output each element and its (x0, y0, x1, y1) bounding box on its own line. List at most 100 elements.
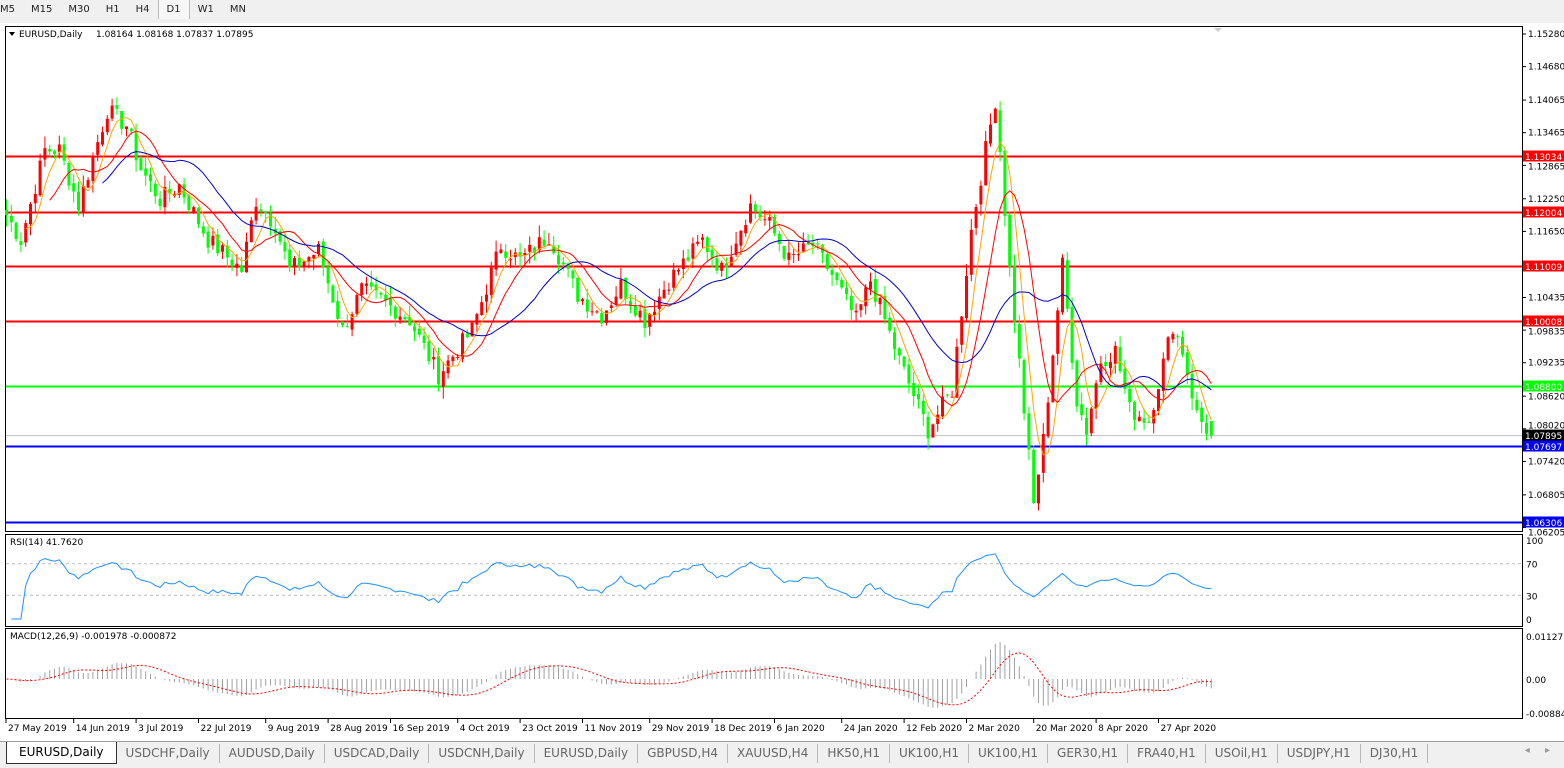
time-tick-label: 3 Jul 2019 (138, 724, 183, 734)
timeframe-mn[interactable]: MN (222, 0, 254, 19)
rsi-tick-label: 30 (1526, 592, 1538, 602)
timeframe-m5[interactable]: M5 (0, 0, 23, 19)
candle (1090, 407, 1093, 436)
rsi-tick-label: 0 (1526, 616, 1532, 626)
candle (1008, 211, 1011, 276)
time-tick-label: 29 Nov 2019 (652, 724, 710, 734)
price-tick-label: 1.13465 (1528, 129, 1564, 139)
time-tick-label: 28 Aug 2019 (330, 724, 388, 734)
candle (1023, 358, 1026, 420)
price-tick-label: 1.09835 (1528, 328, 1564, 338)
time-tick-label: 18 Dec 2019 (714, 724, 772, 734)
price-tick-label: 1.11650 (1528, 227, 1564, 237)
time-tick-label: 2 Mar 2020 (969, 724, 1021, 734)
toolbar-spacer (0, 19, 1564, 23)
timeframe-m15[interactable]: M15 (23, 0, 60, 19)
time-tick-label: 22 Jul 2019 (201, 724, 252, 734)
timeframe-m30[interactable]: M30 (60, 0, 97, 19)
candle (1032, 445, 1035, 504)
candle (15, 222, 18, 242)
time-tick-label: 11 Nov 2019 (585, 724, 643, 734)
current-price-label: 1.07895 (1525, 432, 1562, 442)
time-axis: 27 May 2019 14 Jun 2019 3 Jul 2019 22 Jul 2… (6, 719, 1216, 734)
time-tick-label: 20 Mar 2020 (1036, 724, 1093, 734)
pane-frame (6, 27, 1523, 532)
symbol-tab[interactable]: EURUSD,Daily (6, 742, 117, 764)
time-tick-label: 9 Aug 2019 (268, 724, 320, 734)
ohlc-readout: 1.08164 1.08168 1.07837 1.07895 (96, 30, 253, 40)
time-tick-label: 6 Jan 2020 (777, 724, 825, 734)
candle (1075, 359, 1078, 412)
symbol-tab[interactable]: USDCAD,Daily (325, 744, 430, 763)
level-price-label: 1.07697 (1525, 443, 1562, 453)
timeframe-h4[interactable]: H4 (128, 0, 158, 19)
timeframe-d1[interactable]: D1 (158, 0, 190, 19)
price-tick-label: 1.14680 (1528, 63, 1564, 73)
symbol-tab[interactable]: EURUSD,Daily (535, 744, 639, 763)
candle (1066, 252, 1069, 312)
symbol-tab[interactable]: USDCHF,Daily (117, 744, 220, 763)
level-price-label: 1.13034 (1525, 153, 1562, 163)
symbol-tab[interactable]: AUDUSD,Daily (220, 744, 325, 763)
time-tick-label: 14 Jun 2019 (76, 724, 130, 734)
price-tick-label: 1.09235 (1528, 359, 1564, 369)
time-tick-label: 23 Oct 2019 (522, 724, 578, 734)
candle (931, 424, 934, 438)
symbol-tab[interactable]: USDJPY,H1 (1278, 744, 1361, 763)
price-tick-label: 1.06805 (1528, 491, 1564, 501)
symbol-tab[interactable]: HK50,H1 (818, 744, 890, 763)
pane-frame (6, 629, 1523, 719)
symbol-tab[interactable]: DJ30,H1 (1361, 744, 1429, 763)
level-price-label: 1.11009 (1525, 263, 1562, 273)
macd-tick-label: 0.011277 (1526, 633, 1564, 643)
tab-scroll-arrows[interactable]: ◂ ▸ (1525, 745, 1556, 756)
time-tick-label: 27 May 2019 (8, 724, 67, 734)
timeframe-h1[interactable]: H1 (98, 0, 128, 19)
chart-area[interactable]: 1.152801.146801.140651.134651.128651.122… (0, 0, 1564, 742)
symbol-tab[interactable]: USDCNH,Daily (429, 744, 534, 763)
price-tick-label: 1.12865 (1528, 163, 1564, 173)
time-tick-label: 4 Oct 2019 (460, 724, 510, 734)
level-price-label: 1.08800 (1525, 383, 1562, 393)
symbol-tab[interactable]: UK100,H1 (890, 744, 969, 763)
candle (994, 107, 997, 123)
price-tick-label: 1.10435 (1528, 293, 1564, 303)
candle (331, 284, 334, 303)
candle (355, 294, 358, 317)
time-tick-label: 27 Apr 2020 (1161, 724, 1217, 734)
level-price-label: 1.12004 (1525, 209, 1562, 219)
symbol-tab[interactable]: GER30,H1 (1048, 744, 1128, 763)
time-tick-label: 12 Feb 2020 (906, 724, 962, 734)
candle (250, 217, 253, 242)
symbol-tab[interactable]: XAUUSD,H4 (728, 744, 818, 763)
price-tick-label: 1.15280 (1528, 30, 1564, 40)
time-tick-label: 8 Apr 2020 (1098, 724, 1148, 734)
rsi-tick-label: 70 (1526, 561, 1538, 571)
price-axis: 1.152801.146801.140651.134651.128651.122… (1522, 30, 1564, 539)
timeframe-w1[interactable]: W1 (190, 0, 222, 19)
price-tick-label: 1.07420 (1528, 457, 1564, 467)
candle (1003, 147, 1006, 227)
level-price-label: 1.10008 (1525, 318, 1562, 328)
price-tick-label: 1.08620 (1528, 393, 1564, 403)
macd-label: MACD(12,26,9) -0.001978 -0.000872 (10, 632, 176, 642)
time-tick-label: 24 Jan 2020 (844, 724, 898, 734)
candle (1167, 336, 1170, 362)
level-price-label: 1.06306 (1525, 519, 1562, 529)
rsi-label: RSI(14) 41.7620 (10, 538, 83, 548)
price-tick-label: 1.14065 (1528, 96, 1564, 106)
candle (1061, 254, 1064, 315)
candle (1047, 397, 1050, 438)
symbol-tab[interactable]: USOil,H1 (1206, 744, 1278, 763)
symbol-tab[interactable]: UK100,H1 (969, 744, 1048, 763)
time-tick-label: 16 Sep 2019 (393, 724, 450, 734)
candle (139, 156, 142, 170)
symbol-label: EURUSD,Daily (19, 30, 83, 40)
symbol-tab[interactable]: GBPUSD,H4 (638, 744, 728, 763)
candle (576, 278, 579, 305)
symbol-tab[interactable]: FRA40,H1 (1128, 744, 1206, 763)
pane-frame (6, 535, 1523, 627)
candle (1071, 297, 1074, 369)
